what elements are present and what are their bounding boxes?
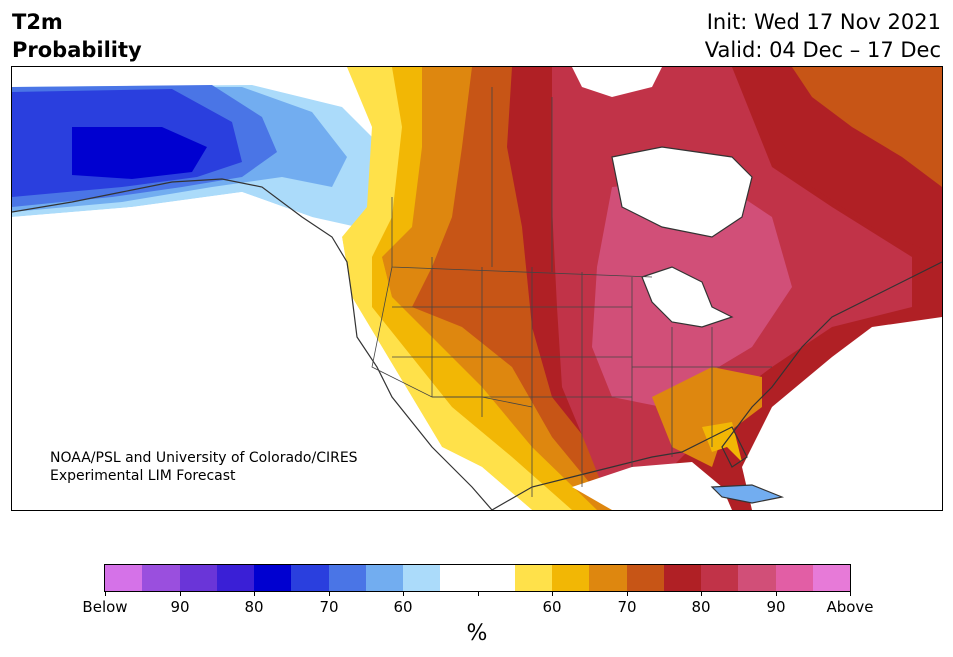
region-ocean-normal	[12, 192, 532, 510]
colorbar-segment	[291, 565, 329, 591]
colorbar-segment	[328, 565, 366, 591]
colorbar-tick	[478, 591, 479, 596]
great-lakes	[642, 267, 732, 327]
colorbar-tick-label: 90	[170, 598, 190, 616]
region-hudson-normal	[612, 147, 752, 237]
region-gulf-normal	[572, 462, 732, 510]
region-labrador-above-75	[792, 67, 942, 187]
colorbar-tick-label: 80	[244, 598, 264, 616]
coastlines	[12, 146, 942, 510]
colorbar-segment	[701, 565, 739, 591]
colorbar-segment	[179, 565, 217, 591]
region-arctic-normal	[572, 67, 662, 97]
colorbar-segment	[589, 565, 627, 591]
region-alaska-below-90	[72, 127, 207, 179]
region-southeast-above-70	[652, 367, 762, 467]
colorbar-tick-label: 80	[691, 598, 711, 616]
title-line-1: T2m	[12, 10, 63, 34]
colorbar-tick	[627, 591, 628, 596]
colorbar-segment	[365, 565, 403, 591]
title-line-2: Probability	[12, 38, 142, 62]
colorbar-tick-label: 70	[319, 598, 339, 616]
colorbar-tick-label: 60	[393, 598, 413, 616]
credit-line-2: Experimental LIM Forecast	[50, 468, 236, 484]
colorbar-segment	[216, 565, 254, 591]
colorbar-segment	[626, 565, 664, 591]
data-credit: NOAA/PSL and University of Colorado/CIRE…	[50, 449, 358, 485]
colorbar-tick	[776, 591, 777, 596]
colorbar-segment	[105, 565, 143, 591]
colorbar-tick	[701, 591, 702, 596]
colorbar-segment	[440, 565, 478, 591]
colorbar-tick	[403, 591, 404, 596]
colorbar-segment	[663, 565, 701, 591]
colorbar-tick	[180, 591, 181, 596]
colorbar-unit: %	[466, 621, 488, 646]
colorbar-segment	[142, 565, 180, 591]
colorbar-tick	[329, 591, 330, 596]
region-atlantic-normal	[742, 317, 942, 510]
colorbar-segment	[403, 565, 441, 591]
forecast-map: NOAA/PSL and University of Colorado/CIRE…	[11, 66, 943, 511]
map-title: T2m Probability	[12, 8, 142, 64]
colorbar-tick	[850, 591, 851, 596]
colorbar-segment	[812, 565, 850, 591]
colorbar-tick	[552, 591, 553, 596]
colorbar-tick-label: 60	[542, 598, 562, 616]
colorbar-segment	[775, 565, 813, 591]
colorbar	[104, 564, 851, 592]
map-canvas	[12, 67, 942, 510]
colorbar-segment	[254, 565, 292, 591]
colorbar-tick	[105, 591, 106, 596]
colorbar-tick-label: Above	[826, 598, 874, 616]
valid-range: Valid: 04 Dec – 17 Dec	[704, 38, 941, 62]
credit-line-1: NOAA/PSL and University of Colorado/CIRE…	[50, 450, 358, 466]
colorbar-segment	[477, 565, 515, 591]
forecast-dates: Init: Wed 17 Nov 2021 Valid: 04 Dec – 17…	[705, 8, 941, 64]
init-date: Init: Wed 17 Nov 2021	[706, 10, 941, 34]
political-borders	[371, 87, 772, 497]
colorbar-tick-label: 70	[617, 598, 637, 616]
colorbar-segment	[738, 565, 776, 591]
colorbar-tick	[254, 591, 255, 596]
colorbar-tick-label: 90	[766, 598, 786, 616]
colorbar-segment	[514, 565, 552, 591]
colorbar-segment	[552, 565, 590, 591]
colorbar-tick-label: Below	[82, 598, 128, 616]
